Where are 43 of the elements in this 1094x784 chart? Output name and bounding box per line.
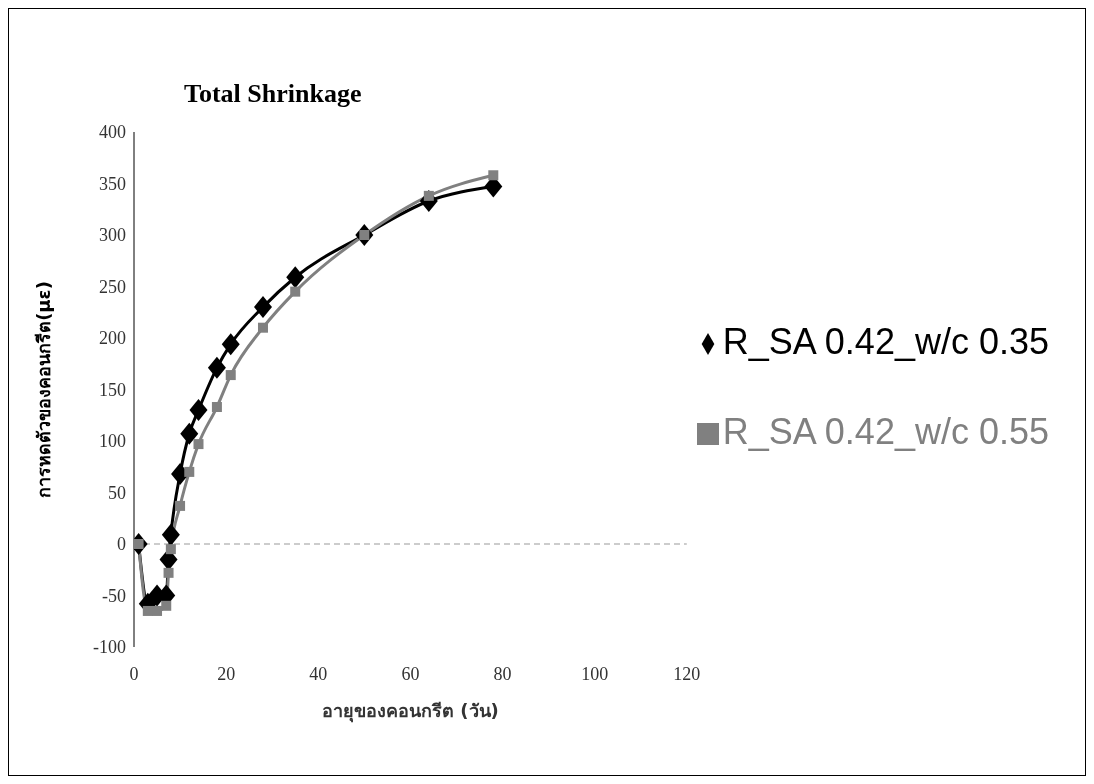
x-tick-label: 0 [129, 663, 139, 684]
y-tick-label: 150 [99, 379, 126, 400]
point [161, 523, 180, 546]
y-tick-label: 0 [117, 534, 126, 555]
y-axis-title: การหดตัวของคอนกรีต(με) [33, 281, 55, 498]
point [193, 439, 204, 450]
point [211, 402, 222, 413]
x-tick-label: 60 [401, 663, 420, 684]
point [184, 466, 195, 477]
y-tick-label: 350 [99, 173, 126, 194]
y-tick-label: -100 [93, 637, 126, 658]
y-tick-label: 100 [99, 431, 126, 452]
point [290, 286, 301, 297]
point [163, 567, 174, 578]
point [488, 170, 499, 181]
point [180, 422, 199, 445]
point [221, 333, 240, 356]
x-tick-label: 120 [673, 663, 701, 684]
point [161, 600, 172, 611]
point [257, 322, 268, 333]
point [253, 296, 272, 319]
point [225, 370, 236, 381]
y-tick-label: 200 [99, 328, 126, 349]
y-tick-label: 250 [99, 276, 126, 297]
point [152, 605, 163, 616]
legend-label: R_SA 0.42_w/c 0.35 [722, 321, 1049, 362]
point [207, 356, 226, 379]
x-tick-label: 100 [581, 663, 609, 684]
x-axis-title: อายุของคอนกรีต (วัน) [322, 700, 499, 723]
y-tick-label: 50 [108, 482, 126, 503]
chart-title: Total Shrinkage [184, 79, 362, 109]
y-tick-label: -50 [102, 585, 126, 606]
point [142, 605, 153, 616]
point [165, 544, 176, 555]
point [286, 266, 305, 289]
point [189, 399, 208, 422]
y-tick-label: 400 [99, 122, 126, 143]
legend-label: R_SA 0.42_w/c 0.55 [722, 411, 1049, 452]
x-tick-label: 80 [493, 663, 512, 684]
x-tick-label: 20 [217, 663, 236, 684]
y-tick-label: 300 [99, 225, 126, 246]
x-tick-label: 40 [309, 663, 328, 684]
point [175, 500, 186, 511]
